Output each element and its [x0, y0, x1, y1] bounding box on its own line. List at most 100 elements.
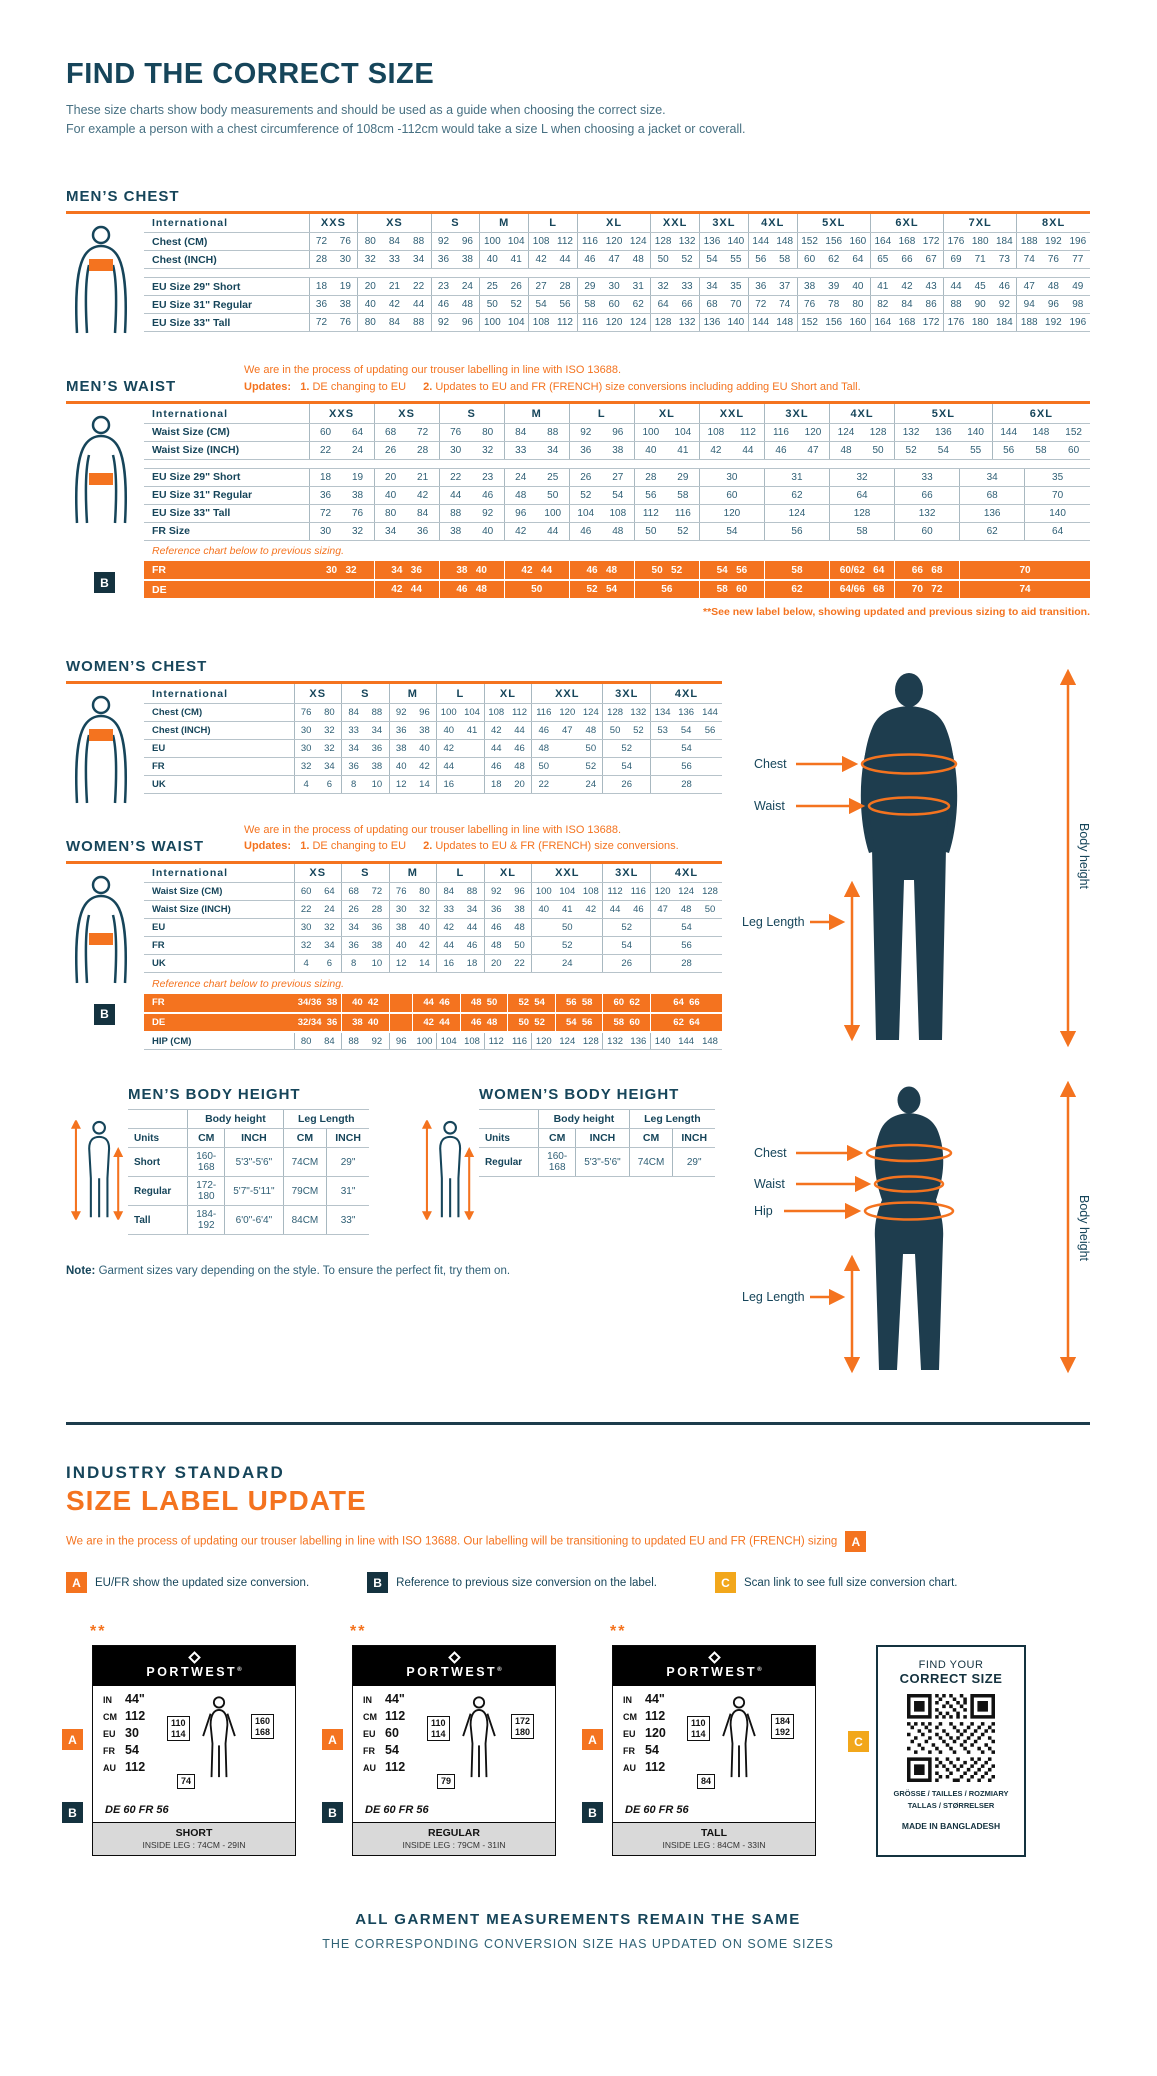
- size-cell: 42: [412, 757, 437, 776]
- size-cell: 12: [388, 954, 413, 974]
- size-cell: 42: [483, 721, 508, 740]
- size-cell: 80: [373, 504, 407, 523]
- size-cell: 32: [293, 757, 318, 776]
- size-cell: 76: [333, 313, 358, 333]
- size-cell: 19: [333, 277, 358, 297]
- size-cell: 44: [943, 277, 968, 297]
- size-cell: 49: [1065, 277, 1090, 297]
- row-label: Short: [128, 1147, 188, 1178]
- size-cell: 69: [943, 250, 968, 270]
- size-cell: 60 62: [602, 993, 651, 1014]
- size-cell: 31: [763, 468, 830, 487]
- size-cell: 42 44: [373, 580, 440, 601]
- brand-diamond-icon: [187, 1651, 201, 1665]
- female-torso-icon: [70, 694, 132, 808]
- size-cell: 8: [341, 775, 366, 794]
- size-cell: 112: [633, 504, 667, 523]
- size-cell: 144: [747, 313, 773, 333]
- size-cell: 132: [894, 504, 960, 523]
- size-cell: 32: [471, 441, 505, 460]
- leg-box: 74: [177, 1774, 196, 1789]
- size-cell: 188: [1016, 232, 1042, 252]
- table-row: EU Size 29" Short 18 19 20 21 22 23 24 25 26 27 28 2…: [144, 277, 1090, 297]
- size-column-header: XXL: [531, 863, 603, 884]
- size-cell: 4: [293, 775, 318, 794]
- size-cell: 36: [365, 739, 390, 758]
- row-label: UK: [144, 954, 294, 974]
- size-cell: 128: [650, 232, 676, 252]
- row-label: EU Size 33" Tall: [144, 313, 309, 333]
- size-cell: 48: [674, 900, 699, 920]
- badge-a: A: [322, 1729, 343, 1751]
- height-cell: 29": [326, 1147, 369, 1178]
- size-cell: 34: [341, 918, 366, 938]
- size-cell: 44: [460, 918, 485, 938]
- table-row: UK 4 6 8 10 12 14 16 18 20 22 24 26 28: [144, 775, 722, 794]
- size-cell: 66: [894, 250, 920, 270]
- size-cell: 52: [675, 250, 700, 270]
- size-cell: 46 48: [568, 561, 635, 582]
- badge-b: B: [367, 1572, 389, 1594]
- size-cell: 26: [602, 775, 651, 794]
- size-table: International XS S M L XL XXL 3XL 4XL Chest (CM) 7…: [144, 684, 722, 794]
- size-cell: 20: [373, 468, 407, 487]
- corner-label: International: [144, 213, 309, 234]
- size-cell: 192: [1041, 313, 1066, 333]
- size-cell: 100: [536, 504, 570, 523]
- size-cell: 40: [388, 936, 413, 956]
- chest-waist-box: 110 114: [427, 1716, 450, 1741]
- size-cell: 164: [869, 232, 895, 252]
- size-cell: 104: [666, 423, 700, 442]
- size-cell: 76: [438, 423, 472, 442]
- size-cell: 28: [365, 900, 390, 920]
- size-cell: 10: [365, 954, 390, 974]
- size-cell: 84: [317, 1031, 342, 1051]
- label-footer: TALL INSIDE LEG : 84CM - 33IN: [613, 1822, 815, 1856]
- row-label: Waist Size (INCH): [144, 900, 294, 920]
- size-cell: 35: [723, 277, 749, 297]
- size-cell: 184: [992, 232, 1017, 252]
- label-person-icon: [451, 1694, 507, 1780]
- size-cell: 108: [528, 232, 554, 252]
- legend-item-a: A EU/FR show the updated size conversion…: [66, 1572, 309, 1594]
- height-cell: 160-168: [538, 1147, 576, 1178]
- size-cell: 18: [483, 775, 508, 794]
- size-cell: 76: [293, 703, 318, 722]
- size-cell: 42: [579, 900, 603, 920]
- size-cell: 32: [293, 936, 318, 956]
- size-cell: 24: [341, 441, 375, 460]
- size-cell: 72: [365, 882, 390, 902]
- size-cell: 72: [406, 423, 440, 442]
- size-cell: 124: [579, 703, 603, 722]
- size-cell: 192: [1041, 232, 1066, 252]
- size-column-header: 4XL: [747, 213, 798, 234]
- label-person-icon: [191, 1694, 247, 1780]
- size-cell: 14: [412, 775, 437, 794]
- size-cell: 55: [959, 441, 993, 460]
- label-fields: IN 44" CM 112 EU 120 FR 54 AU 112: [623, 1692, 666, 1775]
- height-cell: 74CM: [628, 1147, 673, 1178]
- size-cell: 35: [1024, 468, 1090, 487]
- size-cell: 52: [894, 441, 928, 460]
- size-cell: 80: [412, 882, 437, 902]
- size-cell: 10: [365, 775, 390, 794]
- size-cell: 50: [479, 295, 505, 315]
- size-cell: 104: [504, 232, 529, 252]
- size-column-header: XS: [293, 684, 342, 704]
- height-box: 184 192: [771, 1714, 795, 1739]
- size-cell: 128: [602, 703, 627, 722]
- size-cell: 124: [555, 1031, 580, 1051]
- size-cell: 50: [507, 936, 532, 956]
- size-column-header: XXS: [308, 404, 375, 424]
- size-column-header: 6XL: [869, 213, 944, 234]
- size-cell: 56: [763, 522, 830, 541]
- size-cell: 172: [919, 313, 944, 333]
- size-label-card-short: ** A B PORTWEST® IN 44" CM 112 EU 30 FR 54 A…: [62, 1623, 296, 1857]
- size-cell: 160: [845, 232, 871, 252]
- womens-body-height-section: WOMEN’S BODY HEIGHT Body height Leg Lengt…: [417, 1086, 716, 1235]
- size-cell: 144: [698, 703, 722, 722]
- mens-chest-section: MEN’S CHEST International XXS XS S M L XL XXL 3X…: [66, 188, 1090, 333]
- size-cell: 45: [967, 277, 993, 297]
- size-cell: 52 54: [568, 580, 635, 601]
- size-cell: 88: [406, 232, 432, 252]
